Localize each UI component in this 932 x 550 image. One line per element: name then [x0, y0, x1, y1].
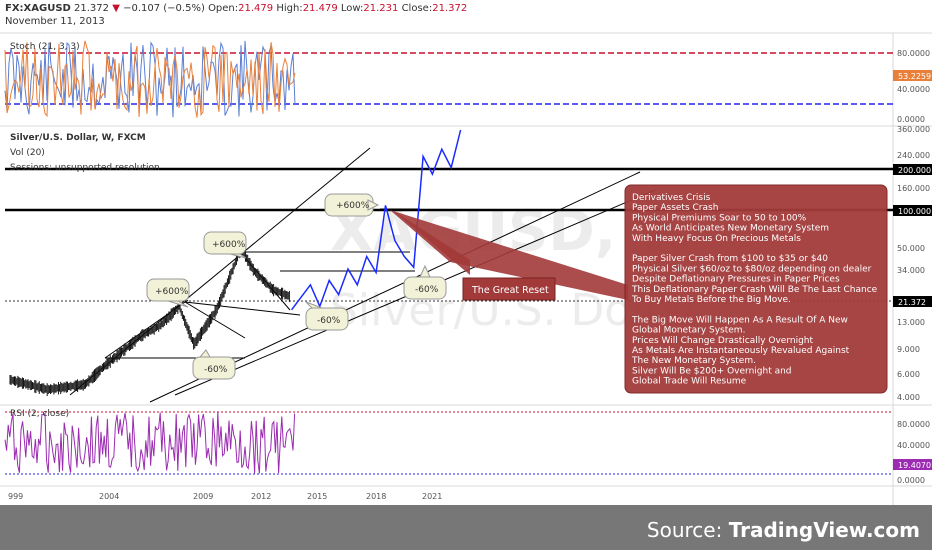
change-arrow-icon: ▼: [112, 3, 120, 14]
commentary-line: Global Trade Will Resume: [632, 377, 747, 387]
time-tick: 2004: [99, 492, 119, 501]
rsi-value-badge: [893, 459, 932, 470]
commentary-line: This Deflationary Paper Crash Will Be Th…: [631, 285, 878, 295]
stoch-lines: [4, 40, 296, 118]
price-tick: 240.000: [897, 151, 930, 160]
stoch-series: [4, 40, 296, 118]
callout-c1: +600%: [146, 278, 190, 308]
rsi-title[interactable]: RSI (2, close): [10, 409, 70, 419]
callout-c2: +600%: [203, 231, 247, 259]
main-title: Silver/U.S. Dollar, W, FXCM: [10, 133, 146, 143]
high-value: 21.479: [302, 3, 338, 14]
callout-c5-text: -60%: [317, 316, 341, 326]
commentary-line: Physical Silver $60/oz to $80/oz dependi…: [632, 264, 872, 274]
price-tick: 9.000: [897, 345, 920, 354]
commentary-line: Despite Deflationary Pressures in Paper …: [632, 275, 840, 285]
date-label: November 11, 2013: [5, 16, 105, 27]
price-bars: [9, 244, 290, 397]
badge-100: [893, 205, 932, 216]
commentary-line: Prices Will Change Drastically Overnight: [632, 336, 814, 346]
stoch-tick-40: 40.0000: [897, 85, 930, 94]
great-reset-text: The Great Reset: [471, 285, 549, 296]
commentary-line: As Metals Are Instantaneously Revalued A…: [632, 346, 850, 356]
rsi-tick-80: 80.0000: [897, 420, 930, 429]
commentary-line: As World Anticipates New Monetary System: [632, 224, 829, 234]
change: −0.107 (−0.5%): [123, 3, 205, 14]
time-tick: 2015: [307, 492, 327, 501]
price-tick: 34.000: [897, 266, 925, 275]
callout-c4-text: -60%: [204, 365, 228, 375]
close-label: Close:: [401, 3, 433, 14]
source-band: [0, 505, 932, 550]
commentary-line: With Heavy Focus On Precious Metals: [632, 234, 801, 244]
reset-label-pointer: [395, 212, 470, 275]
price-axis: 360.000 240.000 160.000 50.000 34.000 13.000 9…: [897, 125, 930, 402]
callout-c2-text: +600%: [212, 240, 246, 250]
commentary-line: Silver Will Be $200+ Overnight and: [632, 366, 792, 376]
rsi-tick-40: 40.0000: [897, 441, 930, 450]
callout-c3: +600%: [324, 193, 380, 217]
quote-header: FX:XAGUSD 21.372 ▼ −0.107 (−0.5%) Open:2…: [5, 3, 467, 14]
price-tick: 6.000: [897, 370, 920, 379]
stoch-value-badge: [893, 70, 932, 81]
callout-c4: -60%: [192, 349, 236, 380]
rsi-tick-0: 0.0000: [897, 476, 925, 485]
commentary-line: The Big Move Will Happen As A Result Of …: [631, 315, 848, 325]
time-tick: 999: [8, 492, 23, 501]
callout-c1-text: +600%: [155, 287, 189, 297]
commentary-line: The New Monetary System.: [631, 356, 756, 366]
low-label: Low:: [340, 3, 364, 14]
time-tick: 2012: [251, 492, 271, 501]
commentary-line: Global Monetary System.: [632, 326, 745, 336]
commentary-box: [624, 184, 888, 394]
time-tick: 2009: [193, 492, 213, 501]
projection-path: [291, 129, 462, 311]
price-tick: 4.000: [897, 393, 920, 402]
price-tick: 360.000: [897, 125, 930, 134]
commentary-line: Paper Assets Crash: [632, 203, 718, 213]
badge-200: [893, 164, 932, 175]
commentary-line: Physical Premiums Soar to 50 to 100%: [632, 213, 807, 223]
source-brand[interactable]: TradingView.com: [728, 518, 920, 542]
sessions-label[interactable]: Sessions: unsupported resolution: [10, 163, 160, 173]
last-price: 21.372: [74, 3, 110, 14]
reset-pointer: [390, 210, 628, 300]
callout-c5: -60%: [305, 301, 349, 331]
rsi-line: [4, 411, 296, 474]
badge-100-text: 100.000: [898, 207, 931, 216]
price-tick: 50.000: [897, 244, 925, 253]
time-tick: 2021: [422, 492, 442, 501]
callout-c6-text: -60%: [415, 285, 439, 295]
open-label: Open:: [208, 3, 239, 14]
low-value: 21.231: [363, 3, 399, 14]
badge-current-text: 21.372: [898, 298, 926, 307]
time-axis: 999 2004 2009 2012 2015 2018 2021: [8, 492, 442, 501]
source-prefix: Source:: [646, 518, 729, 542]
price-tick: 13.000: [897, 318, 925, 327]
vol-label[interactable]: Vol (20): [10, 148, 45, 158]
stoch-tick-80: 80.0000: [897, 49, 930, 58]
close-value: 21.372: [432, 3, 468, 14]
high-label: High:: [276, 3, 303, 14]
commentary-line: Paper Silver Crash from $100 to $35 or $…: [632, 254, 828, 264]
symbol[interactable]: FX:XAGUSD: [5, 3, 71, 14]
price-tick: 160.000: [897, 184, 930, 193]
open-value: 21.479: [238, 3, 274, 14]
stoch-title[interactable]: Stoch (21, 3, 3): [10, 42, 80, 52]
callout-c3-text: +600%: [336, 201, 370, 211]
source-credit: Source: TradingView.com: [647, 518, 920, 542]
rsi-value-text: 19.4070: [898, 461, 931, 470]
time-tick: 2018: [366, 492, 386, 501]
badge-current: [893, 296, 932, 307]
callout-c6: -60%: [403, 264, 447, 300]
great-reset-box: [462, 277, 556, 301]
badge-200-text: 200.000: [898, 166, 931, 175]
stoch-value-text: 53.2259: [898, 72, 931, 81]
commentary-line: Derivatives Crisis: [632, 193, 711, 203]
stoch-tick-0: 0.0000: [897, 115, 925, 124]
commentary-line: To Buy Metals Before the Big Move.: [631, 295, 791, 305]
